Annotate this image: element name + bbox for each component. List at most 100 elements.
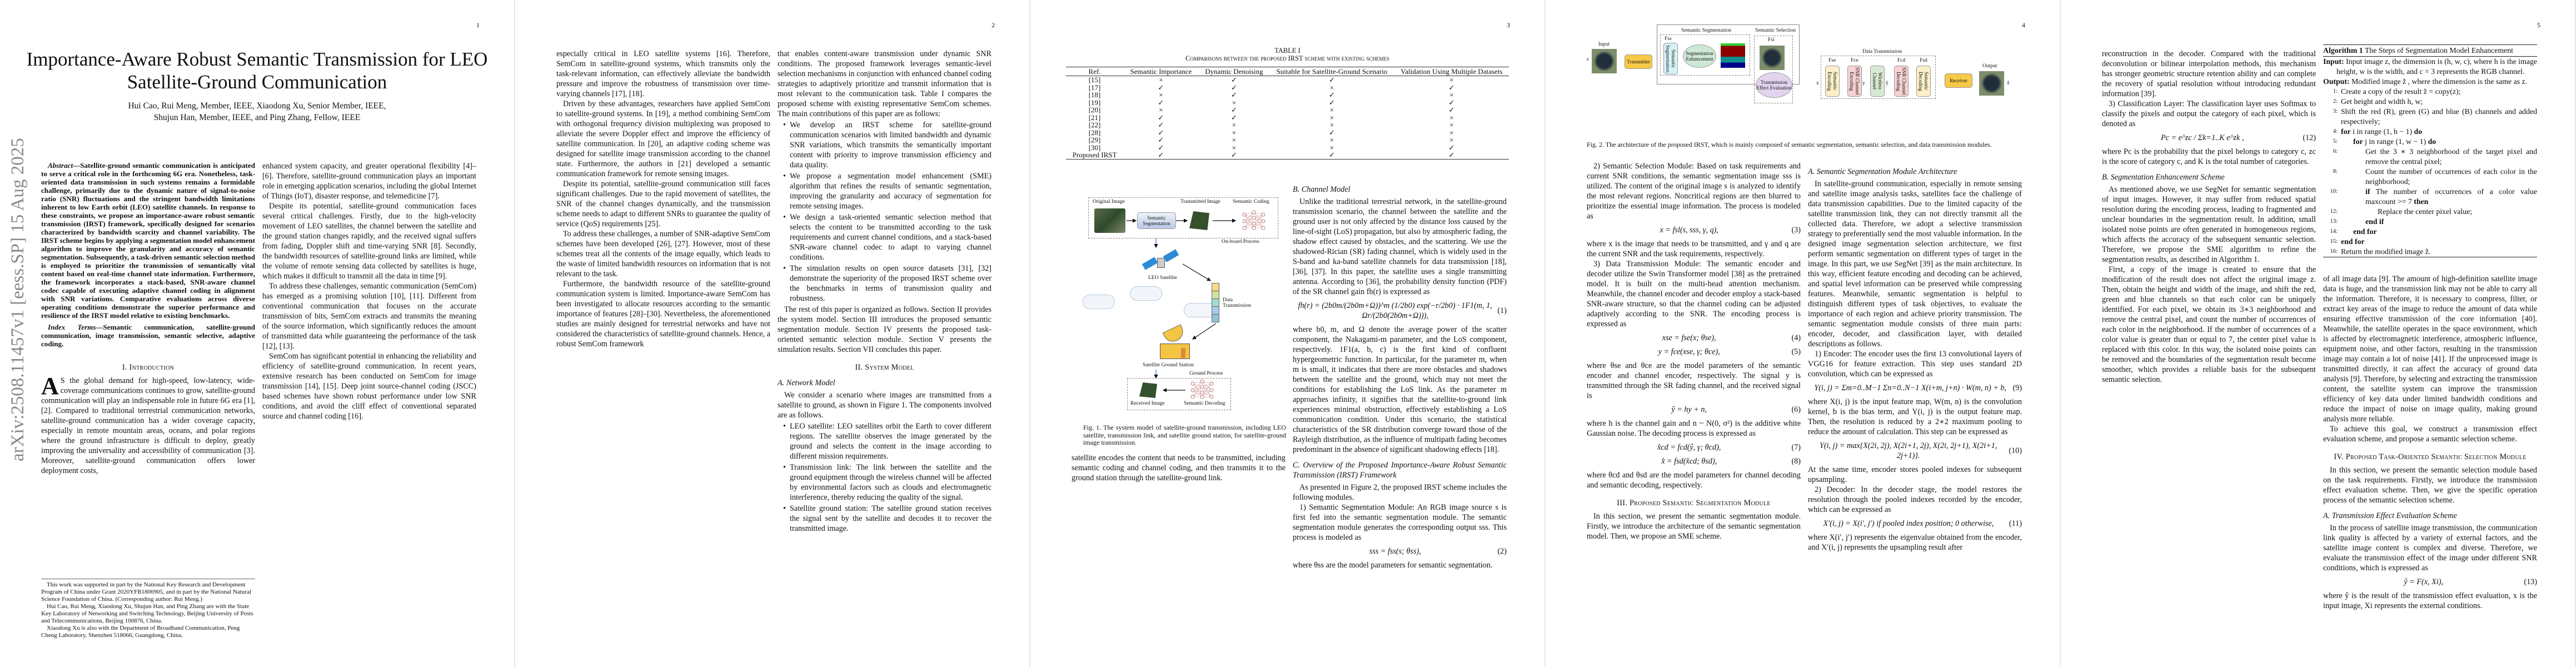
figure-label: LEO Satellite [1148, 275, 1177, 281]
step-text: Return the modified image z̃. [2341, 247, 2431, 256]
line-number: 4: [2333, 128, 2338, 135]
equation: Y(i, j) = Σm=0..M−1 Σn=0..N−1 X(i+m, j+n… [1808, 383, 2022, 393]
subsection-heading: C. Overview of the Proposed Importance-A… [1293, 461, 1507, 480]
equation-number: (5) [1791, 347, 1801, 356]
table-cell: ✓ [1329, 128, 1335, 137]
equation-number: (3) [1791, 226, 1801, 235]
table-label: TABLE I [1274, 47, 1301, 54]
figure-1: Original Image Transmitted Image Semantic … [1072, 178, 1285, 422]
table-cell: × [1449, 121, 1454, 129]
footnote: This work was supported in part by the N… [41, 581, 251, 603]
table-cell: [17] [1088, 83, 1101, 92]
cloud-icon [1083, 295, 1115, 309]
table-cell: ✓ [1448, 98, 1455, 107]
footnote: Hui Cao, Rui Meng, Xiaodong Xu, Shujun H… [41, 603, 253, 624]
equation-number: (10) [2009, 446, 2022, 455]
abstract: Abstract—Satellite-ground semantic commu… [41, 161, 255, 348]
equation: fh(r) = (2b0m/(2b0m+Ω))^m (1/2b0) exp(−r… [1293, 301, 1507, 321]
table-cell: × [1329, 121, 1334, 129]
keyword: end for [2353, 227, 2377, 236]
algorithm-step: Return the modified image z̃. [2341, 247, 2430, 257]
algorithm-step: Get height and width h, w; [2341, 97, 2423, 107]
algorithm-input: Input: Input image z, the dimension is (… [2323, 57, 2537, 77]
keyword: if [2365, 187, 2370, 196]
algorithm-step: end for [2341, 237, 2365, 247]
step-text: The number of occurrences of a color val… [2365, 187, 2538, 206]
figure-label: x̂ [2007, 81, 2010, 86]
input-image-thumbnail [1592, 49, 1617, 73]
figure-label: Input [1598, 42, 1610, 47]
semantic-segmentation-panel [1660, 34, 1750, 76]
algorithm-step: for j in range (1, w − 1) do [2341, 137, 2436, 147]
figure-label: Semantic Decoding [1184, 401, 1225, 406]
semantic-segmentation-box: Semantic Segmentation [1663, 43, 1678, 74]
algorithm-step: if The number of occurrences of a color … [2341, 187, 2537, 207]
line-number: 3: [2333, 108, 2338, 115]
table-cell: × [1449, 136, 1454, 144]
equation-number: (6) [1791, 405, 1801, 414]
keyword: end if [2365, 217, 2384, 226]
equation: xse = fse(x; θse), (4) [1587, 333, 1801, 343]
column-header: Validation Using Multiple Datasets [1394, 67, 1509, 76]
page-number: 5 [2537, 21, 2540, 29]
paragraph: 3) Data Transmission Module: The semanti… [1587, 260, 1801, 328]
paragraph: First, a copy of the image is created to… [2102, 265, 2316, 384]
equation-number: (11) [2009, 519, 2022, 528]
equation: X′(i, j) = X(i′, j′) if pooled index pos… [1808, 519, 2022, 529]
table-cell: ✓ [1231, 113, 1237, 122]
keyword: for [2353, 137, 2363, 146]
paragraph: where h is the channel gain and n ~ N(0,… [1587, 419, 1801, 438]
paragraph: reconstruction in the decoder. Compared … [2102, 49, 2316, 98]
segmentation-map-thumbnail [1721, 43, 1745, 68]
section-heading: I. Introduction [122, 363, 175, 372]
ground-panel [1127, 378, 1231, 410]
table-cell: ✓ [1231, 83, 1237, 92]
paragraph: As mentioned above, we use SegNet for se… [2102, 185, 2316, 264]
figure-label: Fsl [1768, 37, 1775, 43]
table-cell: ✓ [1158, 98, 1164, 107]
table-cell: ✓ [1231, 91, 1237, 99]
output-image-thumbnail [1979, 71, 2004, 96]
algorithm-label: Algorithm 1 [2323, 46, 2363, 54]
figure-caption: Fig. 1. The system model of satellite-gr… [1083, 424, 1286, 446]
paragraph: SemCom has significant potential in enha… [262, 352, 476, 421]
paragraph: where Pc is the probability that the pix… [2102, 147, 2316, 166]
step-text: j in range (1, w − 1) [2365, 137, 2426, 146]
bullet-item: LEO satellite: LEO satellites orbit the … [778, 421, 991, 461]
equation-expression: Y(i, j) = max{X(2i, 2j), X(2i+1, 2j), X(… [1819, 441, 1997, 460]
table-row: [28] ✓ × ✓ × [1066, 128, 1509, 137]
table-row: [19] ✓ × ✓ ✓ [1066, 98, 1509, 107]
paragraph: Unlike the traditional terrestrial netwo… [1293, 197, 1507, 296]
table-cell: × [1232, 143, 1237, 152]
keyword: then [2414, 197, 2429, 206]
page-number: 1 [476, 21, 480, 29]
line-number: 10: [2330, 188, 2338, 195]
table-cell: ✓ [1158, 143, 1164, 152]
figure-label: y [1862, 81, 1865, 86]
paragraph: Furthermore, the bandwidth resource of t… [556, 280, 770, 349]
arxiv-stamp: arXiv:2508.11457v1 [eess.SP] 15 Aug 2025 [8, 138, 28, 461]
table-row: [22] ✓ × × × [1066, 121, 1509, 129]
equation-expression: ŷ = hy + n, [1671, 405, 1707, 414]
algorithm-line: 6: Get the 3 ∗ 3 neighborhood of the targ… [2323, 147, 2537, 167]
table-cell: × [1232, 121, 1237, 129]
paragraph: enhanced system capacity, and greater op… [262, 162, 476, 201]
line-number: 12: [2330, 208, 2338, 215]
table-row: [17] ✓ ✓ × ✓ [1066, 83, 1509, 92]
figure-label: x [1816, 81, 1819, 86]
algorithm-line: 2: Get height and width h, w; [2323, 97, 2537, 107]
table-cell: × [1159, 91, 1163, 99]
algorithm-step: Count the number of occurrences of each … [2341, 167, 2537, 187]
transmission-block: SNR Channel Decoding [1894, 66, 1909, 97]
page-3: 3 TABLE I Comparisons between the proposed… [1030, 0, 1544, 667]
algorithm-line: 5: for j in range (1, w − 1) do [2323, 137, 2537, 147]
equation-expression: xse = fse(x; θse), [1662, 334, 1716, 342]
abstract-paragraph: Abstract—Satellite-ground semantic commu… [41, 161, 255, 320]
table-cell: ✓ [1158, 136, 1164, 144]
algorithm-line: 15: end for [2323, 237, 2537, 247]
table-cell: × [1232, 128, 1237, 137]
table-cell: × [1449, 128, 1454, 137]
left-column: Abstract—Satellite-ground semantic commu… [41, 161, 255, 476]
table-cell: ✓ [1329, 91, 1335, 99]
original-image-thumbnail [1094, 208, 1125, 233]
